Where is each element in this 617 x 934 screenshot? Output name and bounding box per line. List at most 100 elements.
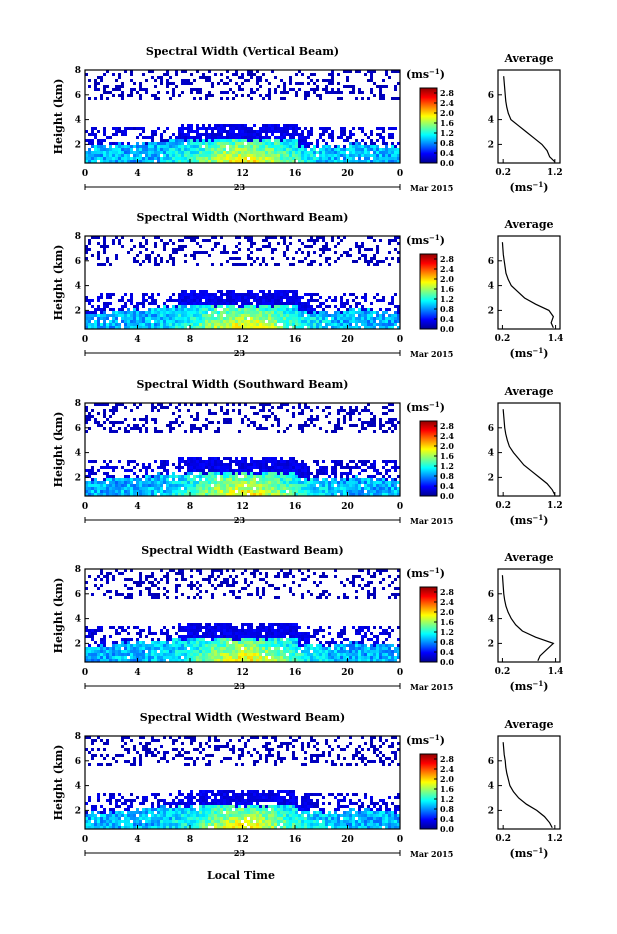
- heatmap-cell: [148, 656, 151, 659]
- heatmap-cell: [208, 296, 211, 299]
- heatmap-cell: [112, 466, 115, 469]
- heatmap-cell: [223, 412, 226, 415]
- heatmap-cell: [97, 412, 100, 415]
- heatmap-cell: [331, 323, 334, 326]
- heatmap-cell: [217, 314, 220, 317]
- heatmap-cell: [142, 475, 145, 478]
- heatmap-cell: [208, 653, 211, 656]
- heatmap-cell: [172, 133, 175, 136]
- heatmap-cell: [160, 257, 163, 260]
- heatmap-cell: [175, 317, 178, 320]
- heatmap-cell: [304, 487, 307, 490]
- heatmap-cell: [157, 581, 160, 584]
- heatmap-cell: [199, 650, 202, 653]
- heatmap-cell: [379, 88, 382, 91]
- heatmap-cell: [118, 650, 121, 653]
- heatmap-cell: [313, 484, 316, 487]
- heatmap-cell: [184, 254, 187, 257]
- heatmap-cell: [211, 460, 214, 463]
- heatmap-cell: [259, 409, 262, 412]
- heatmap-cell: [283, 293, 286, 296]
- heatmap-cell: [250, 257, 253, 260]
- heatmap-cell: [244, 415, 247, 418]
- heatmap-cell: [352, 127, 355, 130]
- heatmap-cell: [262, 245, 265, 248]
- heatmap-cell: [319, 127, 322, 130]
- heatmap-cell: [199, 88, 202, 91]
- heatmap-cell: [136, 314, 139, 317]
- heatmap-cell: [148, 136, 151, 139]
- heatmap-cell: [148, 254, 151, 257]
- heatmap-cell: [205, 478, 208, 481]
- heatmap-cell: [388, 409, 391, 412]
- heatmap-cell: [208, 629, 211, 632]
- heatmap-cell: [391, 490, 394, 493]
- heatmap-cell: [265, 245, 268, 248]
- heatmap-cell: [220, 623, 223, 626]
- heatmap-cell: [262, 136, 265, 139]
- heatmap-cell: [211, 293, 214, 296]
- heatmap-cell: [154, 245, 157, 248]
- heatmap-cell: [181, 79, 184, 82]
- heatmap-cell: [142, 293, 145, 296]
- heatmap-cell: [175, 314, 178, 317]
- heatmap-cell: [217, 305, 220, 308]
- heatmap-cell: [343, 409, 346, 412]
- heatmap-cell: [178, 572, 181, 575]
- heatmap-cell: [334, 490, 337, 493]
- heatmap-cell: [289, 302, 292, 305]
- heatmap-cell: [157, 490, 160, 493]
- heatmap-cell: [271, 478, 274, 481]
- heatmap-cell: [184, 656, 187, 659]
- heatmap-cell: [211, 94, 214, 97]
- heatmap-cell: [214, 460, 217, 463]
- heatmap-cell: [268, 323, 271, 326]
- heatmap-cell: [232, 127, 235, 130]
- heatmap-cell: [274, 481, 277, 484]
- heatmap-cell: [361, 421, 364, 424]
- heatmap-cell: [208, 475, 211, 478]
- heatmap-cell: [253, 472, 256, 475]
- heatmap-cell: [142, 245, 145, 248]
- heatmap-cell: [136, 308, 139, 311]
- heatmap-cell: [223, 136, 226, 139]
- heatmap-cell: [244, 299, 247, 302]
- heatmap-cell: [223, 142, 226, 145]
- heatmap-cell: [226, 293, 229, 296]
- heatmap-cell: [124, 475, 127, 478]
- heatmap-cell: [238, 248, 241, 251]
- heatmap-cell: [238, 629, 241, 632]
- heatmap-cell: [331, 76, 334, 79]
- heatmap-cell: [217, 127, 220, 130]
- heatmap-cell: [151, 484, 154, 487]
- heatmap-cell: [109, 293, 112, 296]
- heatmap-cell: [364, 257, 367, 260]
- heatmap-cell: [100, 424, 103, 427]
- average-profile-line: [504, 76, 555, 162]
- heatmap-cell: [94, 478, 97, 481]
- heatmap-cell: [226, 421, 229, 424]
- heatmap-cell: [124, 427, 127, 430]
- heatmap-cell: [373, 487, 376, 490]
- heatmap-cell: [283, 254, 286, 257]
- heatmap-cell: [124, 154, 127, 157]
- heatmap-cell: [334, 299, 337, 302]
- heatmap-cell: [289, 478, 292, 481]
- heatmap-cell: [334, 157, 337, 160]
- heatmap-cell: [259, 320, 262, 323]
- heatmap-cell: [280, 151, 283, 154]
- heatmap-cell: [370, 142, 373, 145]
- heatmap-cell: [127, 145, 130, 148]
- heatmap-cell: [319, 490, 322, 493]
- heatmap-cell: [235, 293, 238, 296]
- heatmap-cell: [154, 460, 157, 463]
- heatmap-cell: [367, 148, 370, 151]
- heatmap-cell: [304, 421, 307, 424]
- heatmap-cell: [220, 317, 223, 320]
- heatmap-cell: [295, 481, 298, 484]
- heatmap-cell: [232, 469, 235, 472]
- heatmap-cell: [301, 82, 304, 85]
- heatmap-cell: [199, 487, 202, 490]
- heatmap-cell: [208, 578, 211, 581]
- heatmap-cell: [253, 572, 256, 575]
